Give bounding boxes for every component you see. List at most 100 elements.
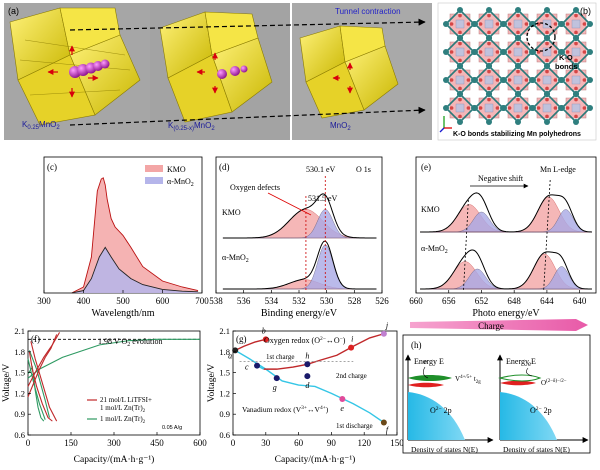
axis-x-left-h: Density of states N(E) [411,445,478,454]
oxygen-atom [516,13,520,18]
oxygen-atom [449,22,454,26]
oxygen-atom [582,106,587,110]
mn-polyhedron-node [472,105,478,111]
mn-polyhedron-node [515,119,521,125]
state-label-b: b [262,326,266,335]
oxygen-hole-band [498,374,542,382]
state-label-h: h [305,351,309,360]
k-ion [542,75,552,85]
oxygen-atom [458,97,462,102]
k-ion [455,47,465,57]
crystal-lattice [443,7,593,125]
dashed-arrow-top [69,18,426,31]
oxygen-atom [466,22,471,26]
oxygen-atom [553,22,558,26]
annotation-mn-l-edge: Mn L-edge [540,165,576,174]
oxygen-atom [487,30,491,35]
x-tick-label-d: 528 [348,296,362,306]
plot-frame-h [402,334,591,454]
mn-polyhedron-node [544,63,550,69]
k-ion [484,103,494,113]
x-tick-label-e: 644 [540,296,554,306]
x-tick-label-g: 90 [327,438,337,448]
y-tick-label-f: 0.9 [14,409,25,419]
electron-label-left: e [424,358,427,366]
mn-polyhedron-node [443,77,449,83]
x-tick-label-e: 640 [573,296,587,306]
oxygen-atom [466,78,471,82]
oxygen-atom [553,78,558,82]
o2p-band-right [500,392,557,440]
x-axis-label-g: Capacity/(mA·h·g⁻¹) [275,454,356,465]
y-tick-label-f: 1.2 [14,388,25,398]
oxygen-atom [545,13,549,18]
panel-label-g: (g) [236,334,247,344]
structure-label-1: K0.25MnO2 [22,120,60,131]
k-o-bond-highlight [526,22,556,52]
mn-polyhedron-node [559,105,565,111]
oxygen-atom [487,58,491,63]
oxygen-atom [478,50,483,54]
x-tick-label-g: 0 [231,438,236,448]
mn-polyhedron-node [486,119,492,125]
mn-polyhedron-node [472,77,478,83]
oxygen-atom [545,69,549,74]
x-tick-label-c: 300 [37,296,51,306]
oxygen-atom [466,106,471,110]
mn-polyhedron-node [457,35,463,41]
mn-polyhedron-node [486,91,492,97]
oxygen-atom [524,50,529,54]
mn-polyhedron-node [515,35,521,41]
panel-label-a: (a) [8,6,19,16]
envelope [222,193,377,239]
oxygen-atom [565,50,570,54]
x-tick-label-c: 600 [156,296,170,306]
oxygen-atom [565,22,570,26]
oxygen-atom [449,50,454,54]
oxygen-atom [582,50,587,54]
mn-polyhedron-node [472,21,478,27]
x-axis-label-d: Binding energy/eV [261,308,338,319]
mn-polyhedron-node [501,77,507,83]
structure-label-2: K(0.25-x)MnO2 [168,121,215,132]
mn-polyhedron-node [587,21,593,27]
y-tick-label-f: 2.1 [14,326,25,336]
x-tick-label-d: 536 [237,296,251,306]
x-axis-ticks-d: 538 536 534 532 530 528 526 [209,290,389,306]
mn-polyhedron-node [457,119,463,125]
oxygen-atom [574,30,578,35]
state-label-c: c [245,363,249,372]
envelope [420,192,592,233]
mn-polyhedron-node [587,49,593,55]
panel-label-c: (c) [47,162,57,172]
oxygen-atom [516,30,520,35]
oxygen-atom [458,30,462,35]
panel-b-caption: K-O bonds stabilizing Mn polyhedrons [453,131,581,138]
axis-ticks-g: 0 30 60 90 120 150 0.6 0.9 1.2 1.5 1.8 2.1 [219,326,404,448]
state-label-d: d [305,381,310,390]
y-axis-label-f: Voltage/V [2,364,12,402]
y-tick-label-g: 2.1 [219,326,230,336]
mn-polyhedron-node [472,49,478,55]
oxygen-atom [574,86,578,91]
x-tick-label-c: 400 [77,296,91,306]
state-label-e: e [340,404,344,413]
charge-arrow [410,319,588,331]
panel-b: K-O bonds K-O bonds stabilizing Mn polyhe… [437,2,597,141]
k-ion [513,75,523,85]
y-tick-label-g: 1.2 [219,388,230,398]
curve-1m-zntr2 [27,358,46,420]
y-tick-label-g: 0.6 [219,430,230,440]
x-tick-label-d: 526 [375,296,389,306]
oxygen-atom [458,41,462,46]
panel-d: (d) O 1s 530.1 eV 531.5 eV Oxygen defect… [209,156,389,319]
oxygen-atom [458,114,462,119]
oxygen-atom [507,106,512,110]
oxygen-atom [466,50,471,54]
x-axis-label-c: Wavelength/nm [91,308,154,319]
x-tick-label-g: 30 [261,438,271,448]
panel-label-d: (d) [219,162,230,172]
mn-polyhedron-node [573,7,579,13]
panel-label-b: (b) [580,6,591,16]
panel-label-h: (h) [411,340,422,350]
